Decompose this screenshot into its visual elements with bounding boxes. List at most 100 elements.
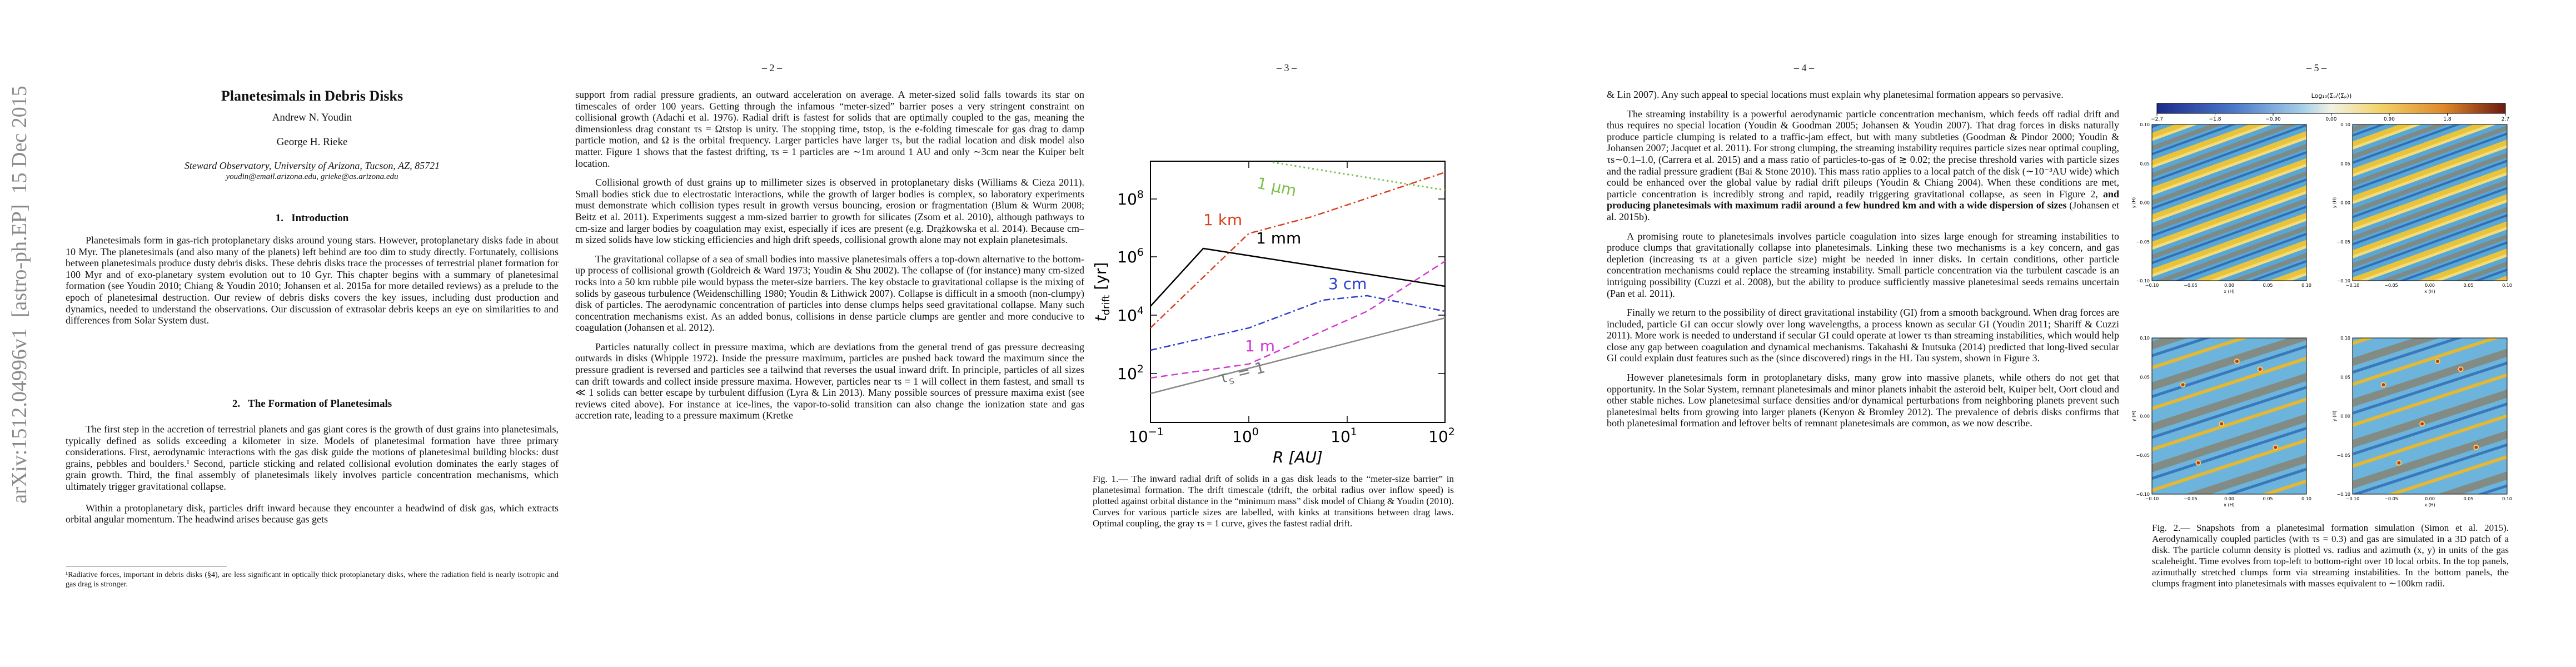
simulation-panel [2352, 337, 2508, 495]
paragraph: Finally we return to the possibility of … [1607, 307, 2119, 364]
paragraph: Planetesimals form in gas-rich protoplan… [66, 235, 559, 326]
panel-x-tick-label: 0.05 [2464, 283, 2474, 288]
panel-x-label: x (H) [2224, 502, 2235, 507]
tick-exp: 1 [1351, 426, 1357, 438]
clump [2219, 421, 2225, 427]
y-label-sub: drift [1100, 295, 1112, 315]
text-column: support from radial pressure gradients, … [575, 89, 1084, 661]
panel-y-tick-label: 0.05 [2140, 375, 2150, 380]
figure-drift: 10−1 100 101 102 102 104 106 108 R [AU] … [1092, 161, 1455, 466]
x-tick-label: 101 [1331, 426, 1357, 446]
clump [2380, 382, 2386, 388]
panel-y-label: y (H) [2332, 197, 2337, 208]
panel-x-label: x (H) [2424, 502, 2435, 507]
panel-y-tick-label: −0.10 [2336, 492, 2350, 497]
y-axis-label: tdrift [yr] [1092, 262, 1112, 322]
paragraph: A promising route to planetesimals invol… [1607, 230, 2119, 299]
tick-exp: 0 [1252, 426, 1259, 438]
simulation-panel [2151, 124, 2307, 281]
paper-title: Planetesimals in Debris Disks [221, 88, 403, 104]
tick-exp: 8 [1137, 188, 1144, 201]
colorbar-tick-label: 2.7 [2502, 117, 2509, 122]
panel-y-tick-label: 0.10 [2340, 122, 2350, 127]
panel-y-tick-label: 0.00 [2140, 201, 2150, 206]
x-tick-labels: 10−1 100 101 102 [1128, 426, 1455, 446]
figure-simulation: Log₁₀(Σₚ/⟨Σₚ⟩) −2.7 −1.8 −0.90 0.00 0.90 1.8 2… [2131, 92, 2512, 507]
text-column: & Lin 2007). Any such appeal to special … [1607, 89, 2119, 661]
panel-y-label: y (H) [2131, 411, 2136, 422]
panel-y-label: y (H) [2131, 197, 2136, 208]
clump [2257, 366, 2263, 372]
tick-exp: −1 [1148, 426, 1164, 438]
tick-exp: 2 [1448, 426, 1455, 438]
curve-label: 1 m [1245, 337, 1275, 355]
tick-marks [1150, 161, 1445, 422]
panel-y-tick-label: 0.10 [2340, 336, 2350, 341]
curve-label: 1 μm [1255, 174, 1298, 200]
text-column: Planetesimals form in gas-rich protoplan… [66, 235, 559, 332]
tick-base: 10 [1117, 365, 1137, 383]
panel-x-label: x (H) [2424, 289, 2435, 294]
panel-x-tick-label: 0.10 [2502, 496, 2512, 501]
page-number: – 4 – [1794, 62, 1814, 73]
paragraph: & Lin 2007). Any such appeal to special … [1607, 89, 2064, 100]
panel-y-label: y (H) [2332, 411, 2337, 422]
x-tick-label: 100 [1232, 426, 1259, 446]
colorbar-tick-label: −0.90 [2265, 117, 2281, 122]
panel-x-tick-label: 0.10 [2301, 283, 2311, 288]
panel-y-tick-label: 0.00 [2340, 414, 2350, 419]
panel-y-tick-label: 0.05 [2340, 161, 2350, 166]
paragraph: Particles naturally collect in pressure … [575, 341, 1084, 421]
panel-x-tick-label: 0.10 [2301, 496, 2311, 501]
affiliation: Steward Observatory, University of Arizo… [184, 160, 440, 171]
curve-1um [1272, 161, 1446, 191]
panel-x-tick-label: −0.10 [2346, 283, 2360, 288]
panel-y-tick-label: 0.10 [2140, 336, 2150, 341]
paragraph: support from radial pressure gradients, … [575, 89, 1084, 169]
figure-caption: Fig. 2.— Snapshots from a planetesimal f… [2152, 522, 2509, 589]
y-tick-label: 102 [1117, 363, 1144, 383]
panel-y-tick-label: 0.10 [2140, 122, 2150, 127]
colorbar [2156, 103, 2506, 114]
figure-caption: Fig. 1.— The inward radial drift of soli… [1093, 474, 1454, 529]
clump [2458, 366, 2464, 372]
clump [2473, 444, 2479, 450]
clump [2234, 359, 2240, 365]
paragraph: The gravitational collapse of a sea of s… [575, 253, 1084, 334]
panel-y-tick-label: −0.05 [2336, 453, 2350, 458]
tick-base: 10 [1232, 427, 1252, 446]
simulation-panel [2151, 337, 2307, 495]
page-number: – 3 – [1277, 62, 1297, 73]
curve-1mm [1150, 247, 1446, 307]
curve-1m [1150, 260, 1446, 379]
tick-exp: 6 [1137, 246, 1144, 258]
x-tick-label: 10−1 [1128, 426, 1164, 446]
clump [2273, 444, 2279, 450]
author: George H. Rieke [276, 136, 348, 148]
clump [2396, 460, 2402, 466]
tick-base: 10 [1428, 427, 1448, 446]
x-axis-label: R [AU] [1273, 448, 1323, 466]
y-label-unit: [yr] [1092, 262, 1110, 295]
curve-1km [1150, 171, 1446, 328]
tick-base: 10 [1117, 248, 1137, 266]
paragraph: The first step in the accretion of terre… [66, 424, 559, 492]
colorbar-tick-label: 0.90 [2384, 117, 2395, 122]
panel-x-tick-label: 0.00 [2425, 283, 2435, 288]
arxiv-stamp: arXiv:1512.04996v1 [astro-ph.EP] 15 Dec … [8, 86, 31, 504]
colorbar-tick-label: 1.8 [2443, 117, 2452, 122]
colorbar-tick-label: 0.00 [2325, 117, 2336, 122]
panel-y-tick-label: 0.00 [2340, 201, 2350, 206]
curve-label: τs = 1 [1217, 358, 1268, 390]
panel-x-tick-label: 0.00 [2224, 496, 2234, 501]
section-heading: 1. Introduction [275, 212, 349, 224]
panel-y-tick-label: 0.00 [2140, 414, 2150, 419]
paragraph: The streaming instability is a powerful … [1607, 108, 2119, 223]
panel-x-tick-label: −0.05 [2184, 496, 2198, 501]
panel-x-label: x (H) [2224, 289, 2235, 294]
axes-frame [1150, 161, 1446, 423]
curve-3cm [1150, 295, 1446, 351]
panel-x-tick-label: −0.10 [2145, 283, 2159, 288]
tick-exp: 2 [1137, 363, 1144, 375]
panel-y-tick-label: −0.05 [2136, 453, 2150, 458]
